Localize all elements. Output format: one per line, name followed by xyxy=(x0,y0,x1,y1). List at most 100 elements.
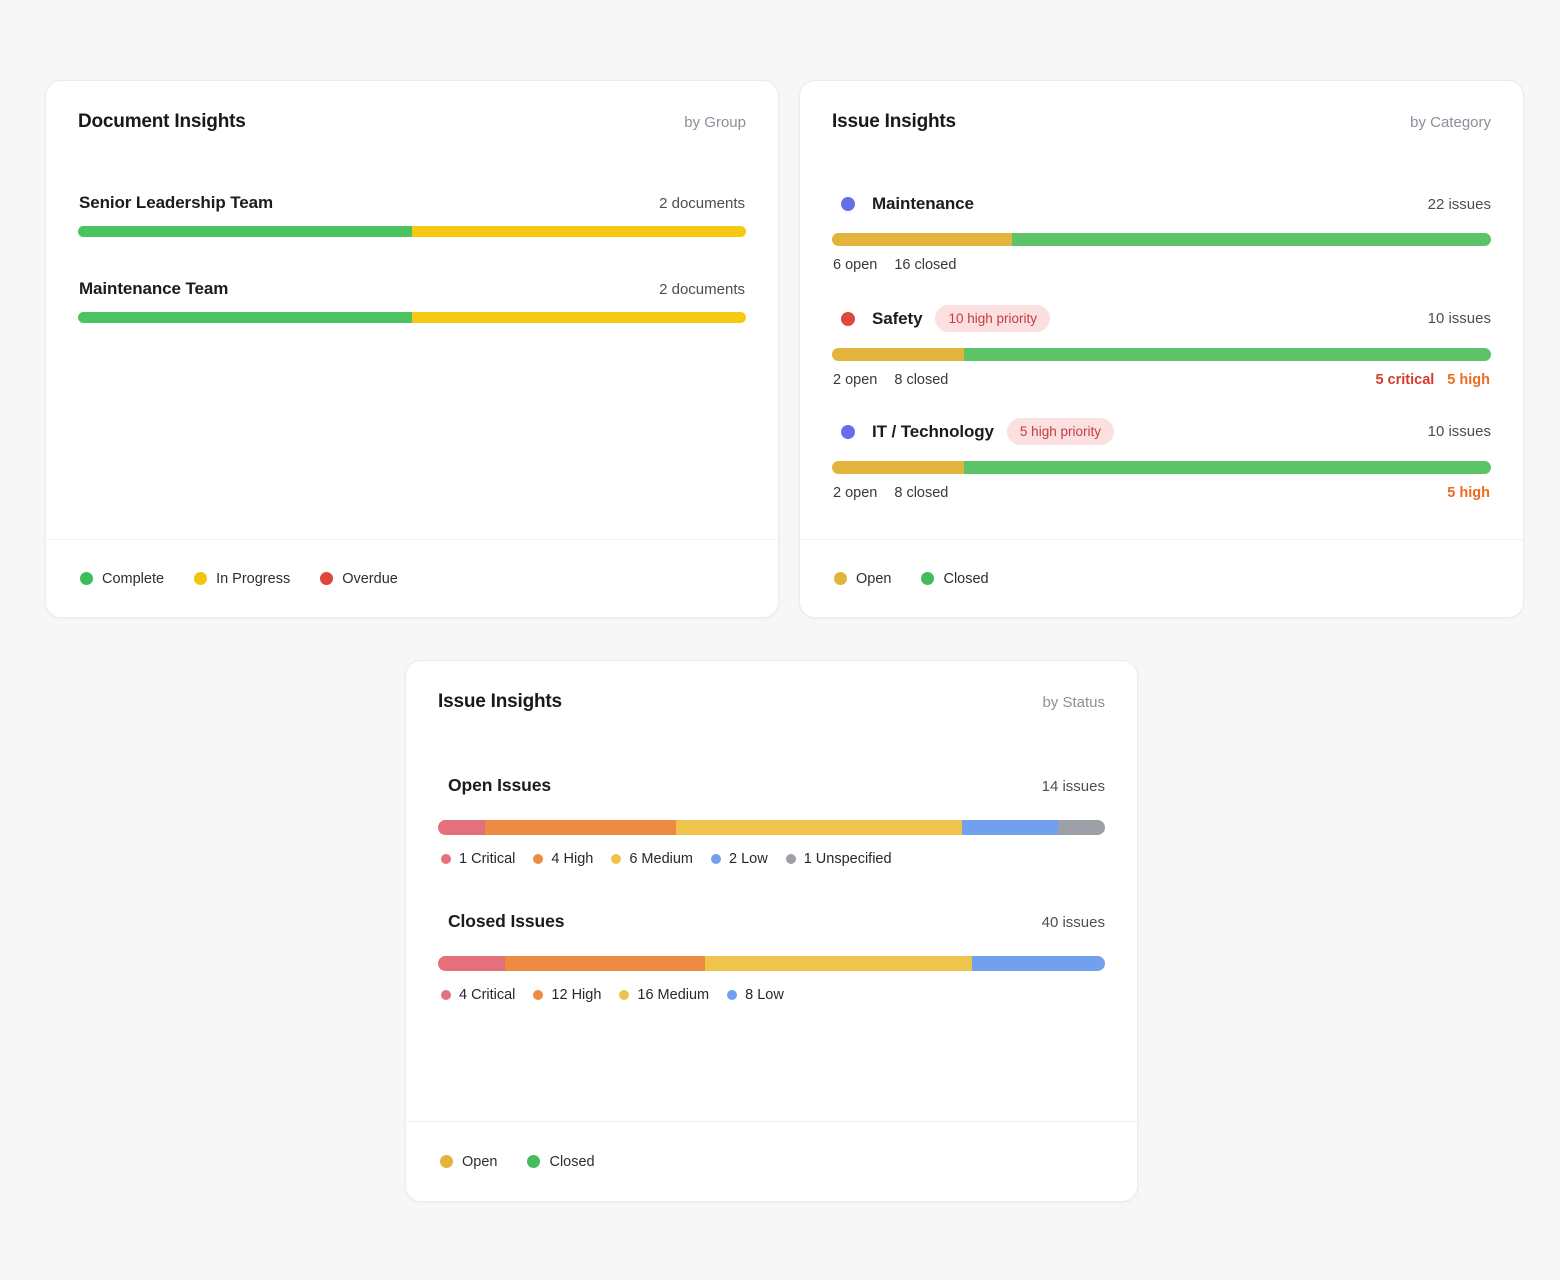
legend-dot-open xyxy=(834,572,847,585)
card-legend: Open Closed xyxy=(406,1121,1137,1201)
card-legend: Complete In Progress Overdue xyxy=(46,539,778,617)
bar-segment xyxy=(971,956,1105,971)
high-count: 5 high xyxy=(1447,372,1490,388)
legend-dot-critical xyxy=(441,854,451,864)
card-header: Issue Insights by Category xyxy=(800,81,1523,133)
bar-segment xyxy=(78,312,412,323)
legend-label: 12 High xyxy=(551,987,602,1003)
status-row-open-issues: Open Issues 14 issues 1 Critical 4 High … xyxy=(438,775,1105,867)
legend-item-critical: 4 Critical xyxy=(441,987,515,1003)
legend-item-overdue: Overdue xyxy=(320,571,398,587)
legend-item-closed: Closed xyxy=(527,1153,595,1170)
card-legend: Open Closed xyxy=(800,539,1523,617)
bar-segment xyxy=(78,226,412,237)
issue-insights-by-category-card: Issue Insights by Category Maintenance 2… xyxy=(799,80,1524,618)
bar-segment xyxy=(832,348,964,361)
open-closed-bar xyxy=(832,233,1491,246)
card-subtitle: by Category xyxy=(1410,114,1491,131)
legend-label: 16 Medium xyxy=(637,987,710,1003)
legend-dot-low xyxy=(711,854,721,864)
open-closed-bar xyxy=(832,461,1491,474)
legend-label: 8 Low xyxy=(745,987,784,1003)
bar-segment xyxy=(1011,233,1491,246)
status-label: Open Issues xyxy=(448,775,551,795)
document-status-bar xyxy=(78,226,746,237)
status-row-closed-issues: Closed Issues 40 issues 4 Critical 12 Hi… xyxy=(438,911,1105,1003)
bar-segment xyxy=(963,348,1491,361)
high-priority-badge: 5 high priority xyxy=(1006,418,1114,445)
legend-item-medium: 16 Medium xyxy=(619,987,709,1003)
legend-label: 1 Unspecified xyxy=(803,851,892,867)
high-count: 5 high xyxy=(1447,485,1490,501)
issue-count: 10 issues xyxy=(1427,310,1491,327)
card-title: Issue Insights xyxy=(832,111,956,132)
bar-segment xyxy=(962,820,1058,835)
bar-segment xyxy=(485,820,677,835)
legend-item-open: Open xyxy=(834,571,891,587)
card-title: Document Insights xyxy=(78,111,246,132)
legend-label: 1 Critical xyxy=(459,851,516,867)
legend-dot-closed xyxy=(527,1155,541,1168)
category-label: IT / Technology xyxy=(872,421,994,441)
bar-segment xyxy=(832,461,964,474)
legend-dot-high xyxy=(533,990,544,1000)
legend-dot-low xyxy=(727,990,738,1000)
legend-dot-closed xyxy=(921,572,935,585)
legend-dot-overdue xyxy=(320,572,334,585)
bar-segment xyxy=(1057,820,1105,835)
bar-segment xyxy=(963,461,1491,474)
closed-count: 8 closed xyxy=(894,372,949,388)
bar-segment xyxy=(832,233,1012,246)
high-priority-badge: 10 high priority xyxy=(935,305,1050,332)
issue-count: 14 issues xyxy=(1041,778,1105,795)
legend-dot-open xyxy=(440,1155,453,1168)
priority-breakdown-bar xyxy=(438,956,1105,971)
legend-label: Open xyxy=(462,1153,498,1170)
bar-segment xyxy=(676,820,963,835)
group-label: Maintenance Team xyxy=(79,279,229,298)
legend-dot-in-progress xyxy=(194,572,208,585)
legend-item-closed: Closed xyxy=(921,571,989,587)
issue-count: 22 issues xyxy=(1427,195,1491,213)
legend-item-low: 2 Low xyxy=(711,851,768,867)
card-header: Issue Insights by Status xyxy=(406,661,1137,713)
bar-segment xyxy=(438,956,505,971)
priority-breakdown-legend: 1 Critical 4 High 6 Medium 2 Low 1 Unspe… xyxy=(438,851,1105,867)
status-label: Closed Issues xyxy=(448,911,565,931)
bar-segment xyxy=(704,956,972,971)
legend-dot-complete xyxy=(80,572,93,585)
category-row-safety: Safety 10 high priority 10 issues 2 open… xyxy=(832,305,1491,388)
closed-count: 8 closed xyxy=(894,485,949,501)
card-body: Open Issues 14 issues 1 Critical 4 High … xyxy=(406,713,1137,1121)
document-group-row: Senior Leadership Team 2 documents xyxy=(78,193,746,237)
legend-label: Complete xyxy=(102,570,165,587)
legend-dot-medium xyxy=(611,854,622,864)
card-body: Senior Leadership Team 2 documents Maint… xyxy=(46,133,778,539)
legend-item-high: 12 High xyxy=(533,987,601,1003)
legend-label: Open xyxy=(856,570,892,587)
legend-item-in-progress: In Progress xyxy=(194,571,290,587)
priority-breakdown-bar xyxy=(438,820,1105,835)
open-count: 2 open xyxy=(833,485,878,501)
bar-segment xyxy=(412,226,746,237)
legend-dot-critical xyxy=(441,990,451,1000)
document-status-bar xyxy=(78,312,746,323)
card-subtitle: by Status xyxy=(1042,694,1105,711)
bar-segment xyxy=(412,312,746,323)
card-body: Maintenance 22 issues 6 open 16 closed S… xyxy=(800,133,1523,539)
card-title: Issue Insights xyxy=(438,691,562,712)
category-row-maintenance: Maintenance 22 issues 6 open 16 closed xyxy=(832,191,1491,273)
legend-label: Closed xyxy=(549,1153,595,1170)
document-count: 2 documents xyxy=(659,281,745,298)
legend-label: Overdue xyxy=(342,570,398,587)
issue-insights-by-status-card: Issue Insights by Status Open Issues 14 … xyxy=(405,660,1138,1202)
closed-count: 16 closed xyxy=(894,257,957,273)
legend-dot-high xyxy=(533,854,544,864)
bar-segment xyxy=(504,956,705,971)
legend-label: 4 High xyxy=(551,851,594,867)
legend-label: 4 Critical xyxy=(459,987,516,1003)
category-color-dot xyxy=(841,311,855,326)
legend-item-low: 8 Low xyxy=(727,987,784,1003)
legend-label: 2 Low xyxy=(729,851,768,867)
